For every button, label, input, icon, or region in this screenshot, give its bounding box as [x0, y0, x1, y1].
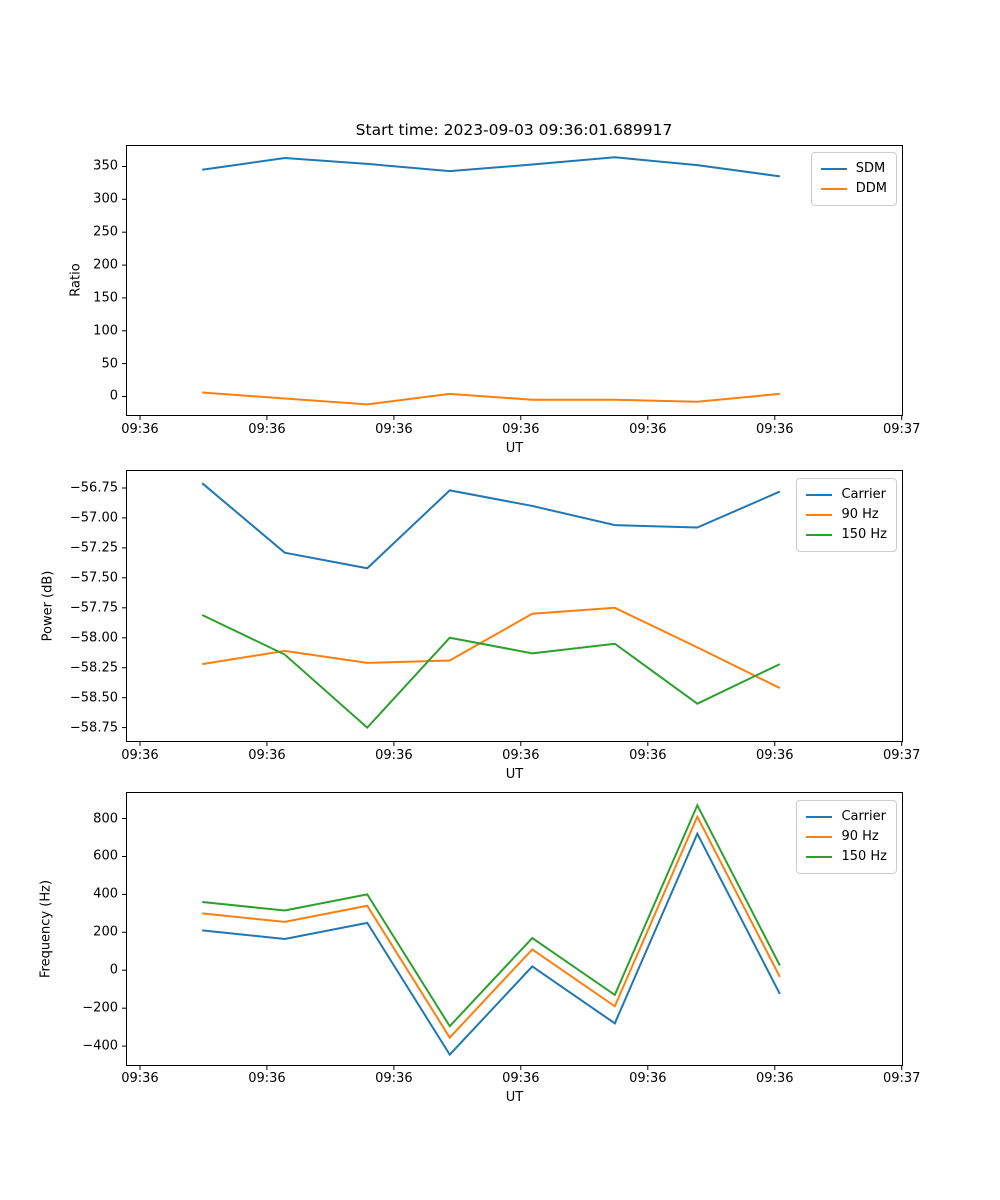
series-line-ddm — [202, 391, 780, 406]
y-tick-label: −200 — [82, 1000, 118, 1016]
y-tick-label: 250 — [93, 224, 118, 240]
legend-line-swatch-carrier — [806, 816, 833, 818]
axes-spines — [126, 792, 903, 1066]
legend-item-90-hz: 90 Hz — [806, 827, 887, 847]
y-tick-label: 200 — [93, 257, 118, 273]
x-axis-label: UT — [505, 441, 524, 456]
x-tick-label: 09:37 — [882, 748, 921, 763]
legend-label: Carrier — [841, 487, 886, 502]
legend: SDM DDM — [810, 152, 897, 206]
legend-line-swatch-150-hz — [806, 856, 833, 858]
y-tick-label: 350 — [93, 158, 118, 174]
series-line-carrier — [202, 831, 781, 1057]
axes-plot-3 — [122, 792, 903, 1070]
legend-item-sdm: SDM — [820, 159, 887, 179]
legend-line-swatch-carrier — [806, 494, 833, 496]
legend-item-90-hz: 90 Hz — [806, 505, 887, 525]
axes-spines — [126, 470, 903, 742]
y-tick-label: −58.75 — [69, 720, 118, 736]
legend-label: Carrier — [841, 809, 886, 824]
legend-line-swatch-sdm — [820, 168, 847, 170]
x-tick-label: 09:36 — [375, 1071, 413, 1086]
y-axis-label: Frequency (Hz) — [38, 879, 54, 979]
legend-item-carrier: Carrier — [806, 807, 887, 827]
y-tick-label: −57.50 — [69, 570, 118, 586]
x-tick-label: 09:36 — [629, 1071, 667, 1086]
y-tick-label: 300 — [93, 191, 118, 207]
legend-label: SDM — [855, 161, 886, 176]
series-line-90-hz — [202, 814, 781, 1040]
y-tick-label: −57.25 — [69, 540, 118, 556]
x-tick-label: 09:36 — [248, 748, 286, 763]
y-tick-label: 150 — [93, 290, 118, 306]
series-line-90-hz — [202, 606, 781, 689]
legend-line-swatch-90-hz — [806, 514, 833, 516]
y-tick-label: 800 — [93, 811, 118, 827]
legend-line-swatch-ddm — [820, 188, 847, 190]
legend-label: 90 Hz — [841, 829, 879, 844]
axes-plot-1 — [122, 145, 903, 420]
x-tick-label: 09:36 — [121, 422, 159, 437]
legend-line-swatch-90-hz — [806, 836, 833, 838]
x-axis-label: UT — [505, 767, 524, 782]
x-axis-label: UT — [505, 1090, 524, 1105]
series-line-150-hz — [201, 614, 781, 730]
legend-line-swatch-150-hz — [806, 534, 833, 536]
legend-label: 90 Hz — [841, 507, 879, 522]
y-axis-label: Ratio — [68, 263, 84, 297]
x-tick-label: 09:36 — [502, 1071, 540, 1086]
y-tick-label: −57.00 — [69, 510, 118, 526]
series-line-carrier — [201, 482, 781, 570]
y-tick-label: 0 — [109, 962, 118, 978]
x-tick-label: 09:36 — [756, 1071, 794, 1086]
legend-item-carrier: Carrier — [806, 485, 887, 505]
y-axis-label: Power (dB) — [40, 570, 56, 642]
x-tick-label: 09:37 — [882, 422, 921, 437]
x-tick-label: 09:36 — [248, 1071, 286, 1086]
y-tick-label: 50 — [101, 356, 118, 372]
x-tick-label: 09:36 — [248, 422, 286, 437]
legend-label: 150 Hz — [841, 527, 887, 542]
y-tick-label: 0 — [109, 388, 118, 404]
legend-item-150-hz: 150 Hz — [806, 847, 887, 867]
x-tick-label: 09:36 — [502, 748, 540, 763]
y-tick-label: 100 — [93, 323, 118, 339]
legend-item-ddm: DDM — [820, 179, 887, 199]
x-tick-label: 09:36 — [121, 748, 159, 763]
x-tick-label: 09:36 — [756, 422, 794, 437]
y-tick-label: −58.50 — [69, 690, 118, 706]
x-tick-label: 09:36 — [502, 422, 540, 437]
y-tick-label: 600 — [93, 848, 118, 864]
x-tick-label: 09:36 — [375, 422, 413, 437]
x-tick-label: 09:36 — [629, 422, 667, 437]
y-tick-label: −58.00 — [69, 630, 118, 646]
figure-title: Start time: 2023-09-03 09:36:01.689917 — [355, 121, 673, 139]
x-tick-label: 09:36 — [375, 748, 413, 763]
x-tick-label: 09:37 — [882, 1071, 921, 1086]
y-tick-label: 400 — [93, 886, 118, 902]
y-tick-label: −58.25 — [69, 660, 118, 676]
y-tick-label: −56.75 — [69, 480, 118, 496]
x-tick-label: 09:36 — [629, 748, 667, 763]
y-tick-label: 200 — [93, 924, 118, 940]
series-line-sdm — [202, 156, 780, 178]
legend-item-150-hz: 150 Hz — [806, 525, 887, 545]
series-line-150-hz — [202, 802, 781, 1028]
legend-label: 150 Hz — [841, 849, 887, 864]
axes-spines — [126, 145, 903, 416]
y-tick-label: −400 — [82, 1038, 118, 1054]
legend: Carrier 90 Hz 150 Hz — [796, 478, 897, 552]
x-tick-label: 09:36 — [121, 1071, 159, 1086]
legend-label: DDM — [855, 181, 887, 196]
x-tick-label: 09:36 — [756, 748, 794, 763]
axes-plot-2 — [122, 470, 903, 746]
y-tick-label: −57.75 — [69, 600, 118, 616]
legend: Carrier 90 Hz 150 Hz — [796, 800, 897, 874]
